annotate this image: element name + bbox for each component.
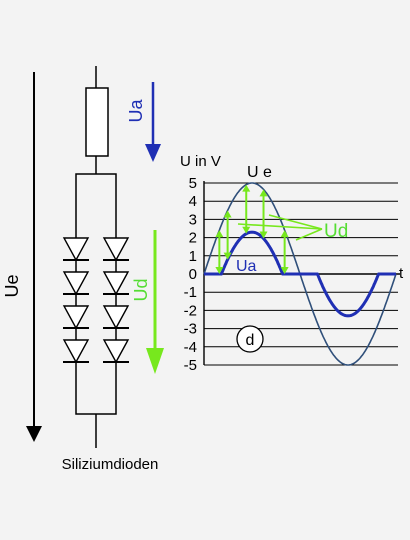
diode-symbol	[63, 306, 89, 328]
circuit	[76, 66, 116, 448]
y-tick-label: 2	[189, 230, 197, 247]
y-axis-title: U in V	[180, 153, 221, 170]
ue-arrow	[26, 72, 42, 442]
ua-label: Ua	[126, 99, 146, 123]
ud-double-arrow	[242, 185, 250, 234]
y-tick-label: -1	[184, 284, 197, 301]
ud-callout-line	[238, 224, 322, 229]
ud-callout-label: Ud	[324, 221, 348, 242]
diode-stack	[63, 238, 129, 362]
y-tick-label: -2	[184, 302, 197, 319]
ud-label: Ud	[131, 278, 151, 301]
diodes-caption: Siliziumdioden	[62, 456, 159, 473]
diode-symbol	[63, 272, 89, 294]
diode-symbol	[103, 340, 129, 362]
diode-symbol	[103, 238, 129, 260]
voltage-chart: 543 210-1-2 -3-4-5	[184, 175, 400, 374]
panel-badge: d	[237, 326, 263, 352]
y-tick-label: -5	[184, 357, 197, 374]
y-tick-label: 5	[189, 175, 197, 192]
diode-symbol	[103, 306, 129, 328]
y-tick-label: -4	[184, 339, 197, 356]
svg-text:d: d	[246, 332, 255, 349]
ud-double-arrow	[281, 230, 289, 274]
resistor	[86, 88, 108, 156]
ue-label: Ue	[2, 274, 22, 297]
ud-double-arrow	[215, 230, 223, 274]
y-tick-label: 1	[189, 248, 197, 265]
y-tick-label: 0	[189, 266, 197, 283]
x-axis-title: t	[399, 265, 404, 282]
ud-double-arrow	[260, 189, 268, 238]
diode-symbol	[103, 272, 129, 294]
ua-arrow	[145, 82, 161, 162]
y-tick-label: 4	[189, 193, 197, 210]
ua-curve-label: Ua	[236, 258, 257, 275]
diode-symbol	[63, 238, 89, 260]
ue-curve-label: U e	[247, 164, 272, 181]
y-tick-label: 3	[189, 211, 197, 228]
ud-callout-line	[296, 229, 322, 240]
y-tick-label: -3	[184, 321, 197, 338]
diode-symbol	[63, 340, 89, 362]
